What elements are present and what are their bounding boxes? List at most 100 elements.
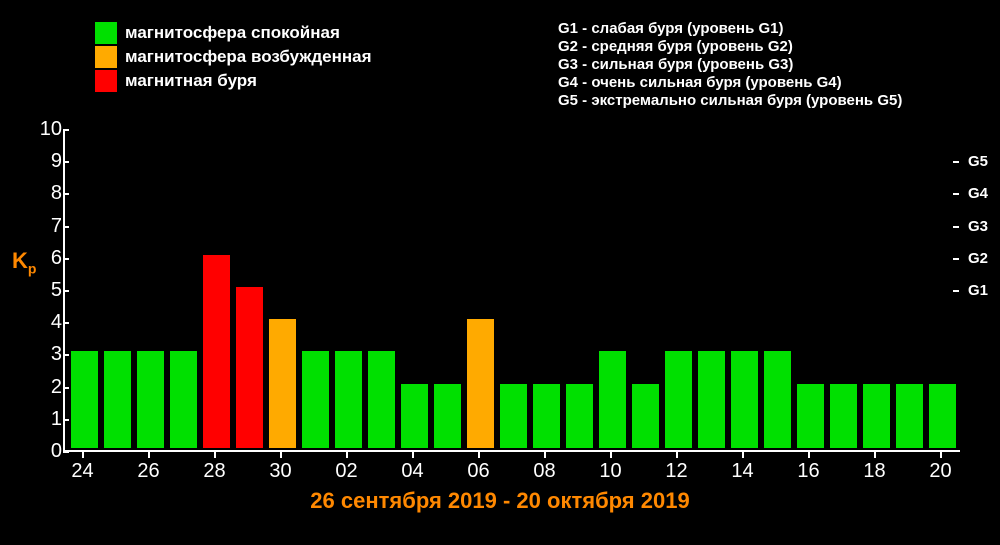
y-tick-mark [63, 129, 69, 131]
bar [797, 384, 824, 448]
g-level-label: G3 [968, 218, 988, 235]
legend-right-line: G2 - средняя буря (уровень G2) [558, 38, 902, 56]
g-level-label: G5 [968, 153, 988, 170]
bar [929, 384, 956, 448]
bar [71, 351, 98, 448]
legend-right-line: G5 - экстремально сильная буря (уровень … [558, 92, 902, 110]
x-tick-label: 18 [855, 460, 895, 483]
x-tick-label: 26 [129, 460, 169, 483]
y-tick-mark [63, 387, 69, 389]
y-tick-mark [63, 290, 69, 292]
g-level-label: G4 [968, 185, 988, 202]
bar [302, 351, 329, 448]
y-tick-label: 0 [38, 440, 62, 463]
g-level-tick [953, 258, 959, 260]
y-tick-label: 5 [38, 279, 62, 302]
y-tick-mark [63, 258, 69, 260]
x-tick-mark [346, 452, 348, 458]
legend-label: магнитная буря [125, 71, 257, 91]
legend-left: магнитосфера спокойная магнитосфера возбу… [95, 22, 372, 94]
y-tick-label: 6 [38, 247, 62, 270]
y-tick-label: 7 [38, 215, 62, 238]
bar [467, 319, 494, 448]
y-tick-mark [63, 451, 69, 453]
x-tick-label: 02 [327, 460, 367, 483]
y-tick-label: 10 [38, 118, 62, 141]
x-tick-label: 10 [591, 460, 631, 483]
x-tick-mark [412, 452, 414, 458]
x-tick-label: 24 [63, 460, 103, 483]
bar [500, 384, 527, 448]
x-tick-mark [676, 452, 678, 458]
g-level-tick [953, 290, 959, 292]
x-axis-title: 26 сентября 2019 - 20 октября 2019 [0, 488, 1000, 514]
legend-label: магнитосфера возбужденная [125, 47, 372, 67]
legend-label: магнитосфера спокойная [125, 23, 340, 43]
legend-swatch [95, 22, 117, 44]
g-level-tick [953, 226, 959, 228]
legend-item: магнитосфера возбужденная [95, 46, 372, 68]
bar [599, 351, 626, 448]
x-tick-label: 08 [525, 460, 565, 483]
legend-right-line: G1 - слабая буря (уровень G1) [558, 20, 902, 38]
g-level-label: G1 [968, 282, 988, 299]
x-tick-label: 30 [261, 460, 301, 483]
x-tick-mark [808, 452, 810, 458]
x-tick-mark [478, 452, 480, 458]
g-level-label: G2 [968, 250, 988, 267]
x-tick-mark [544, 452, 546, 458]
y-tick-mark [63, 161, 69, 163]
bar [566, 384, 593, 448]
bar [170, 351, 197, 448]
g-level-tick [953, 161, 959, 163]
y-tick-label: 4 [38, 311, 62, 334]
legend-swatch [95, 46, 117, 68]
y-tick-label: 1 [38, 408, 62, 431]
legend-item: магнитная буря [95, 70, 372, 92]
y-tick-label: 9 [38, 150, 62, 173]
y-tick-label: 8 [38, 182, 62, 205]
y-tick-mark [63, 354, 69, 356]
bar [830, 384, 857, 448]
bar [269, 319, 296, 448]
legend-right: G1 - слабая буря (уровень G1)G2 - средня… [558, 20, 902, 110]
bar [236, 287, 263, 448]
legend-item: магнитосфера спокойная [95, 22, 372, 44]
bar [368, 351, 395, 448]
y-tick-mark [63, 419, 69, 421]
bar [698, 351, 725, 448]
chart-area [63, 130, 975, 452]
x-tick-mark [874, 452, 876, 458]
bar [335, 351, 362, 448]
y-tick-label: 2 [38, 376, 62, 399]
x-tick-label: 20 [921, 460, 961, 483]
x-tick-mark [742, 452, 744, 458]
x-tick-label: 14 [723, 460, 763, 483]
x-tick-label: 06 [459, 460, 499, 483]
bar [104, 351, 131, 448]
x-tick-label: 16 [789, 460, 829, 483]
bar [764, 351, 791, 448]
bar [203, 255, 230, 448]
bar [533, 384, 560, 448]
x-tick-label: 04 [393, 460, 433, 483]
x-tick-mark [610, 452, 612, 458]
y-tick-mark [63, 226, 69, 228]
bar [731, 351, 758, 448]
bar [896, 384, 923, 448]
x-tick-mark [940, 452, 942, 458]
x-tick-mark [148, 452, 150, 458]
x-tick-mark [214, 452, 216, 458]
y-tick-mark [63, 322, 69, 324]
bar [434, 384, 461, 448]
x-tick-label: 28 [195, 460, 235, 483]
bar [401, 384, 428, 448]
y-tick-mark [63, 193, 69, 195]
bar [863, 384, 890, 448]
x-tick-label: 12 [657, 460, 697, 483]
bar [137, 351, 164, 448]
legend-right-line: G4 - очень сильная буря (уровень G4) [558, 74, 902, 92]
legend-right-line: G3 - сильная буря (уровень G3) [558, 56, 902, 74]
legend-swatch [95, 70, 117, 92]
x-tick-mark [280, 452, 282, 458]
